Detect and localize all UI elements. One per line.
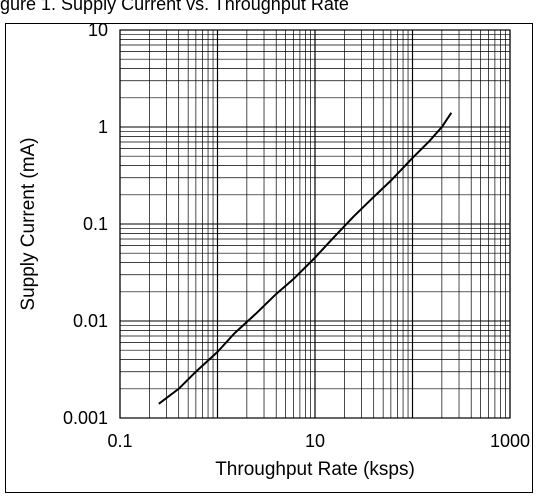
plot-border (119, 29, 511, 419)
y-tick-label: 1 (98, 117, 108, 137)
x-tick-label: 1000 (490, 431, 530, 451)
series-line (158, 112, 453, 405)
figure-caption: gure 1. Supply Current vs. Throughput Ra… (0, 0, 349, 14)
chart-frame (5, 23, 533, 493)
y-tick-label: 0.1 (83, 214, 108, 234)
y-axis-label: Supply Current (mA) (18, 137, 39, 310)
x-axis-label: Throughput Rate (ksps) (215, 459, 415, 480)
x-tick-label: 10 (305, 431, 325, 451)
series-group (158, 112, 453, 405)
x-tick-labels: 0.1 10 1000 (107, 431, 530, 451)
grid-lines (119, 29, 511, 419)
y-tick-label: 0.001 (63, 408, 108, 428)
x-tick-label: 0.1 (107, 431, 132, 451)
y-tick-label: 0.01 (73, 311, 108, 331)
y-tick-label: 10 (88, 20, 108, 40)
y-tick-labels: 0.001 0.01 0.1 1 10 (63, 20, 108, 428)
